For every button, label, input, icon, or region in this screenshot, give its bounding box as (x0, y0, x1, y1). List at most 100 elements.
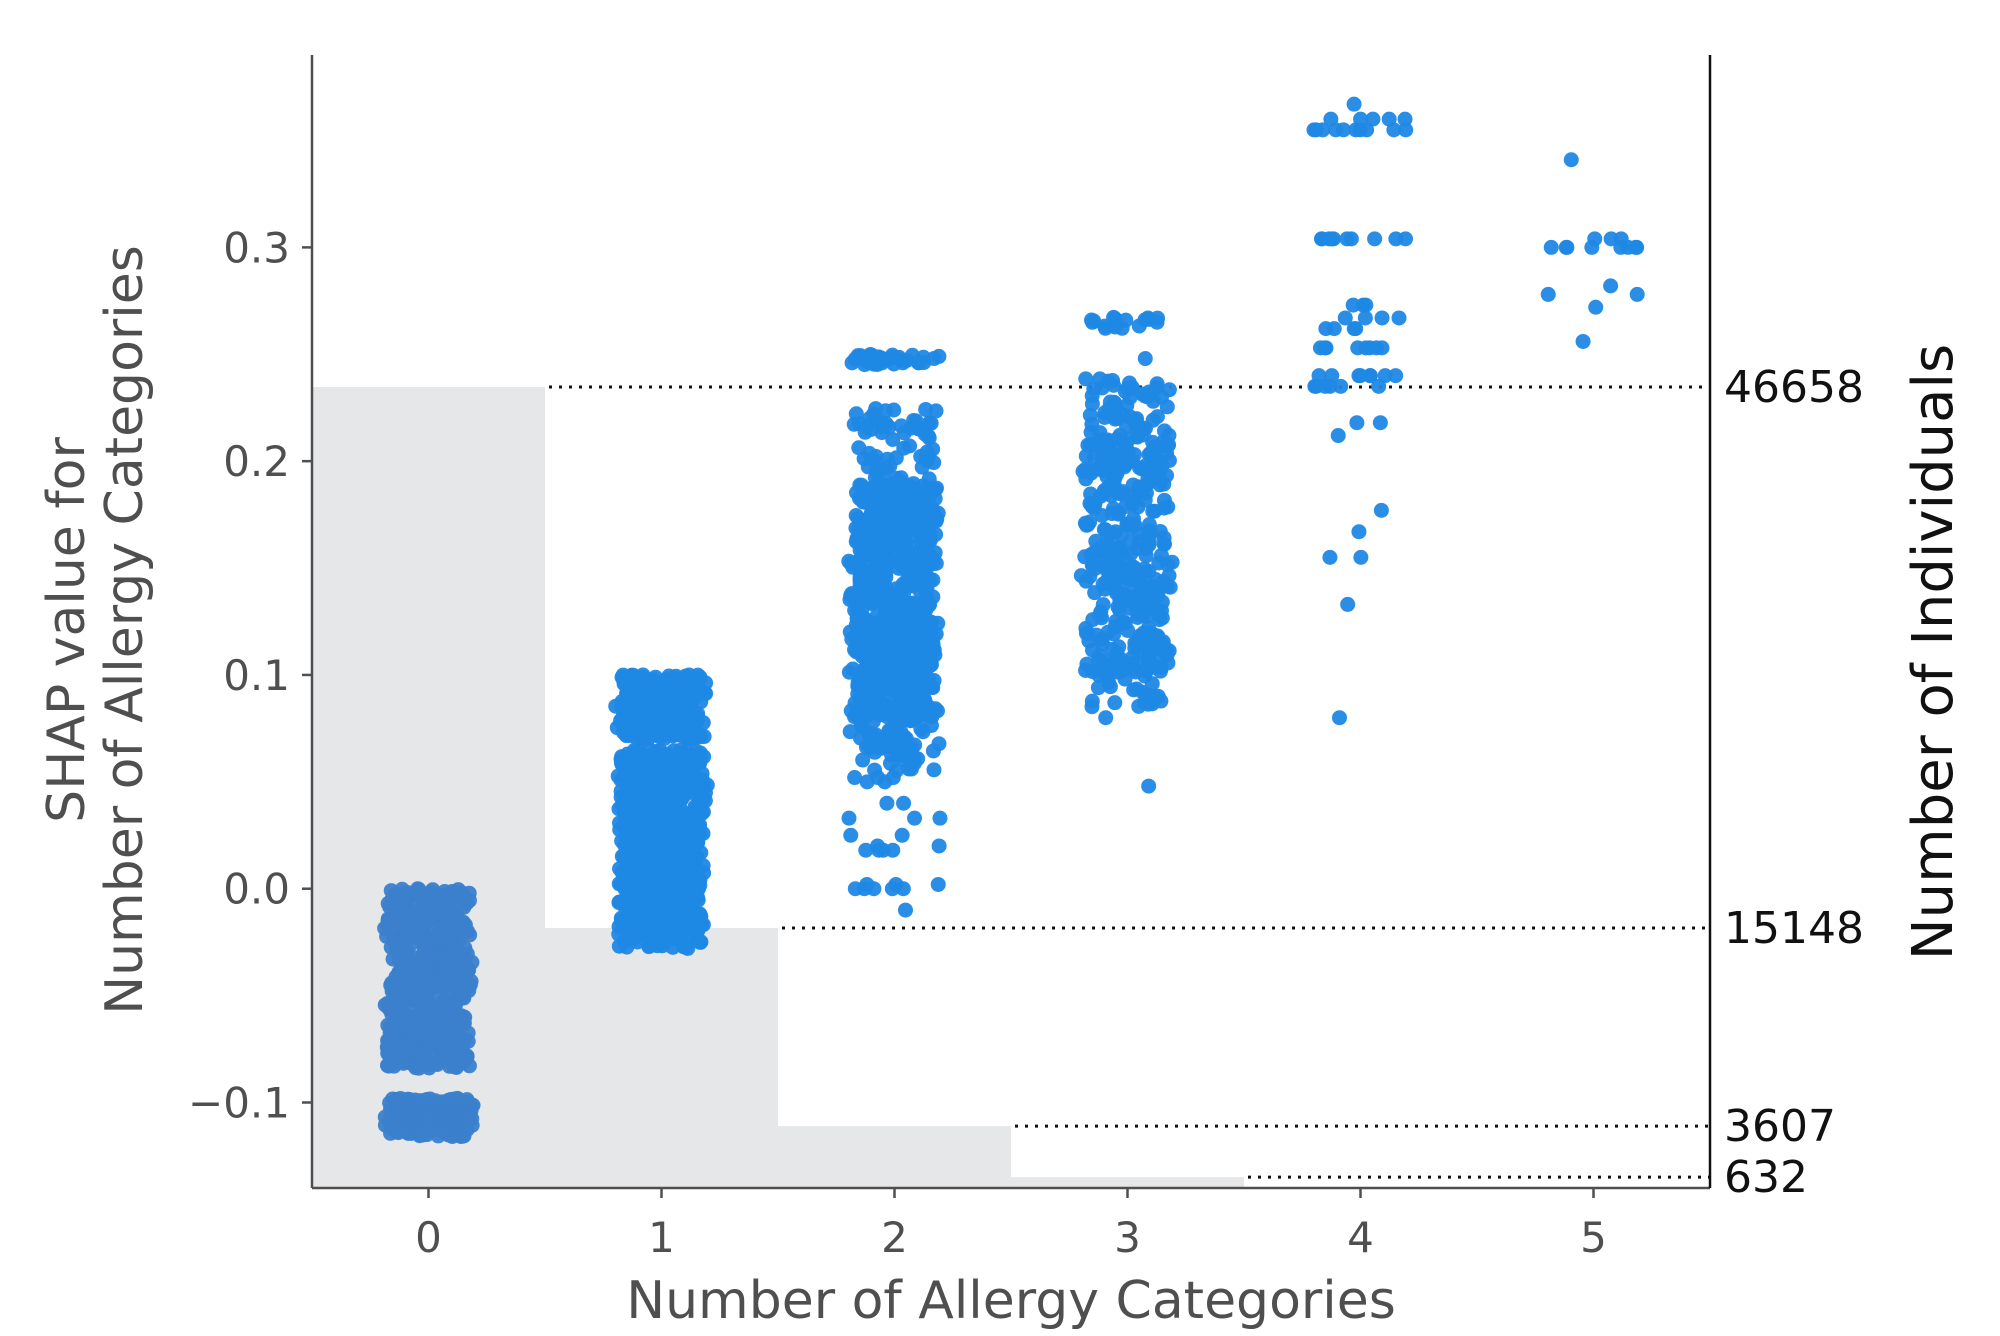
scatter-point (886, 683, 902, 699)
scatter-point (393, 1035, 409, 1051)
scatter-point (624, 874, 640, 890)
scatter-point (1145, 412, 1161, 428)
scatter-point (1333, 378, 1349, 394)
scatter-point (853, 716, 869, 732)
y-axis-title-line1: SHAP value for (37, 437, 97, 823)
y-ticks: −0.1 0.0 0.1 0.2 0.3 (188, 223, 312, 1127)
x-tick-label: 2 (881, 1213, 908, 1262)
scatter-point (1128, 413, 1144, 429)
scatter-point (621, 903, 637, 919)
scatter-point (461, 892, 477, 908)
scatter-point (664, 694, 680, 710)
scatter-point (422, 1091, 438, 1107)
scatter-point (417, 1047, 433, 1063)
scatter-point (689, 799, 705, 815)
scatter-point (1104, 525, 1120, 541)
scatter-point (656, 731, 672, 747)
scatter-point (1117, 671, 1133, 687)
scatter-point (1147, 439, 1163, 455)
scatter-point (613, 772, 629, 788)
scatter-point (619, 917, 635, 933)
axes (310, 55, 1712, 1190)
scatter-point (905, 693, 921, 709)
scatter-point (458, 1095, 474, 1111)
scatter-point (385, 951, 401, 967)
scatter-point (907, 810, 923, 826)
scatter-point (1090, 680, 1106, 696)
scatter-point (1161, 452, 1177, 468)
scatter-point (656, 906, 672, 922)
scatter-point (636, 750, 652, 766)
y-axis-title-line2: Number of Allergy Categories (95, 245, 155, 1015)
scatter-point (848, 520, 864, 536)
scatter-point (1365, 111, 1381, 127)
scatter-point (1346, 96, 1362, 112)
scatter-point (389, 896, 405, 912)
scatter-point (410, 1016, 426, 1032)
scatter-point (1116, 459, 1132, 475)
scatter-point (436, 1020, 452, 1036)
x-axis-title: Number of Allergy Categories (626, 1271, 1396, 1331)
scatter-point (882, 611, 898, 627)
scatter-point (392, 963, 408, 979)
scatter-point (612, 815, 628, 831)
scatter-point (1144, 676, 1160, 692)
scatter-point (863, 728, 879, 744)
scatter-point (451, 1120, 467, 1136)
scatter-point (427, 1055, 443, 1071)
scatter-point (1323, 111, 1339, 127)
y-tick-label: 0.0 (223, 865, 290, 914)
scatter-point (911, 355, 927, 371)
scatter-point (1137, 478, 1153, 494)
scatter-point (1153, 649, 1169, 665)
scatter-point (841, 810, 857, 826)
scatter-point (398, 1119, 414, 1135)
scatter-point (648, 763, 664, 779)
scatter-point (895, 355, 911, 371)
scatter-point (1353, 549, 1369, 565)
scatter-point (1132, 628, 1148, 644)
scatter-point (915, 724, 931, 740)
scatter-point (461, 1058, 477, 1074)
scatter-point (918, 401, 934, 417)
scatter-point (665, 939, 681, 955)
scatter-point (1113, 560, 1129, 576)
scatter-point (1351, 524, 1367, 540)
scatter-point (880, 595, 896, 611)
scatter-point (619, 673, 635, 689)
scatter-point (1330, 428, 1346, 444)
scatter-point (923, 415, 939, 431)
scatter-point (892, 498, 908, 514)
scatter-point (861, 545, 877, 561)
scatter-point (926, 351, 942, 367)
scatter-point (1131, 318, 1147, 334)
scatter-point (869, 507, 885, 523)
x-ticks: 0 1 2 3 4 5 (415, 1188, 1607, 1262)
scatter-point (642, 938, 658, 954)
scatter-point (1388, 231, 1404, 247)
scatter-point (1145, 503, 1161, 519)
scatter-point (1337, 310, 1353, 326)
scatter-point (1335, 122, 1351, 138)
scatter-point (680, 847, 696, 863)
scatter-point (1084, 416, 1100, 432)
scatter-point (908, 608, 924, 624)
scatter-point (863, 632, 879, 648)
scatter-point (1112, 541, 1128, 557)
scatter-point (1150, 587, 1166, 603)
scatter-point (1084, 499, 1100, 515)
scatter-point (1092, 371, 1108, 387)
scatter-point (630, 764, 646, 780)
scatter-point (897, 902, 913, 918)
scatter-point (1105, 447, 1121, 463)
scatter-point (444, 889, 460, 905)
count-label: 15148 (1724, 903, 1864, 954)
scatter-point (858, 842, 874, 858)
scatter-point (1150, 628, 1166, 644)
scatter-point (1388, 368, 1404, 384)
scatter-point (1100, 624, 1116, 640)
count-label: 632 (1724, 1152, 1808, 1203)
scatter-point (1107, 695, 1123, 711)
scatter-point (629, 852, 645, 868)
scatter-point (1324, 368, 1340, 384)
